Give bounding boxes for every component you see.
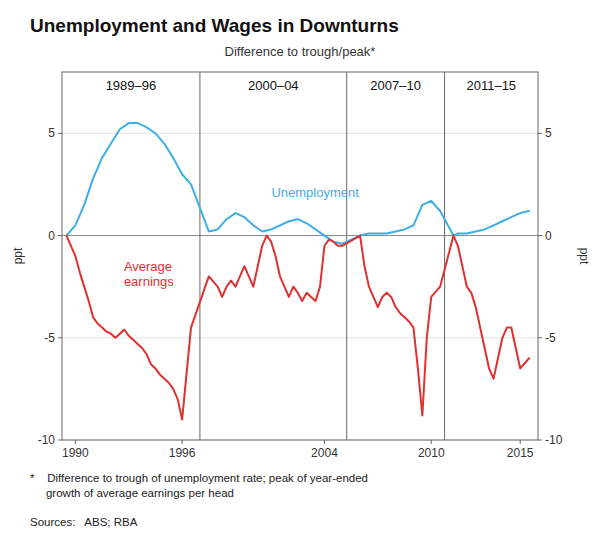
- y2-axis-label: ppt: [577, 248, 591, 265]
- y-tick: [58, 440, 62, 441]
- y2-tick: [538, 337, 542, 338]
- footnote: * Difference to trough of unemployment r…: [30, 472, 368, 499]
- y-tick-label: -10: [38, 433, 56, 447]
- footnote-line: growth of average earnings per head: [30, 487, 234, 499]
- period-label: 2000–04: [248, 78, 299, 93]
- divider: [199, 72, 200, 440]
- period-label: 1989–96: [106, 78, 157, 93]
- y2-tick: [538, 440, 542, 441]
- series-label-line: earnings: [124, 274, 174, 289]
- divider: [444, 72, 445, 440]
- y2-axis: -10 -5 0 5: [538, 126, 563, 447]
- series-label-line: Unemployment: [271, 185, 359, 200]
- series-label: Averageearnings: [124, 259, 174, 289]
- x-tick: [182, 440, 183, 444]
- grid-line: [62, 133, 538, 134]
- background: [0, 0, 600, 557]
- plot-frame: [62, 72, 538, 440]
- grid: [62, 133, 538, 440]
- series-line: [66, 123, 529, 244]
- y-tick: [58, 337, 62, 338]
- dividers: [200, 72, 445, 440]
- series-label-line: Average: [124, 259, 172, 274]
- x-tick: [520, 440, 521, 444]
- series-line: [66, 236, 529, 420]
- y-tick: [58, 235, 62, 236]
- period-label: 2011–15: [466, 78, 516, 93]
- x-axis: 1990 1996 2004 2010 2015: [62, 440, 534, 460]
- grid-line: [62, 337, 538, 338]
- y-axis-label: ppt: [11, 247, 25, 264]
- y2-tick: [538, 235, 542, 236]
- x-tick: [75, 440, 76, 444]
- footnote-line: * Difference to trough of unemployment r…: [30, 472, 368, 484]
- y-tick-label: 0: [48, 229, 55, 243]
- y2-tick-label: -10: [545, 433, 563, 447]
- series-label: Unemployment: [271, 185, 359, 200]
- x-tick-label: 2004: [311, 446, 338, 460]
- x-tick-label: 2015: [507, 446, 534, 460]
- x-tick-label: 1990: [62, 446, 89, 460]
- y2-tick-label: 5: [545, 126, 552, 140]
- title: Unemployment and Wages in Downturns: [30, 15, 399, 36]
- y-tick-label: -5: [44, 331, 55, 345]
- sources: Sources: ABS; RBA: [30, 516, 138, 528]
- x-tick-label: 1996: [169, 446, 196, 460]
- x-tick: [324, 440, 325, 444]
- y-tick-label: 5: [48, 126, 55, 140]
- period-label: 2007–10: [370, 78, 421, 93]
- series-lines: [66, 123, 529, 419]
- subtitle: Difference to trough/peak*: [225, 44, 376, 59]
- y2-tick: [538, 133, 542, 134]
- chart: Unemployment and Wages in Downturns Diffe…: [0, 0, 600, 557]
- y-axis: -10 -5 0 5: [38, 126, 62, 447]
- x-tick-label: 2010: [418, 446, 445, 460]
- x-tick: [431, 440, 432, 444]
- y2-tick-label: 0: [545, 229, 552, 243]
- grid-line: [62, 235, 538, 236]
- y2-tick-label: -5: [545, 331, 556, 345]
- y-tick: [58, 133, 62, 134]
- divider: [346, 72, 347, 440]
